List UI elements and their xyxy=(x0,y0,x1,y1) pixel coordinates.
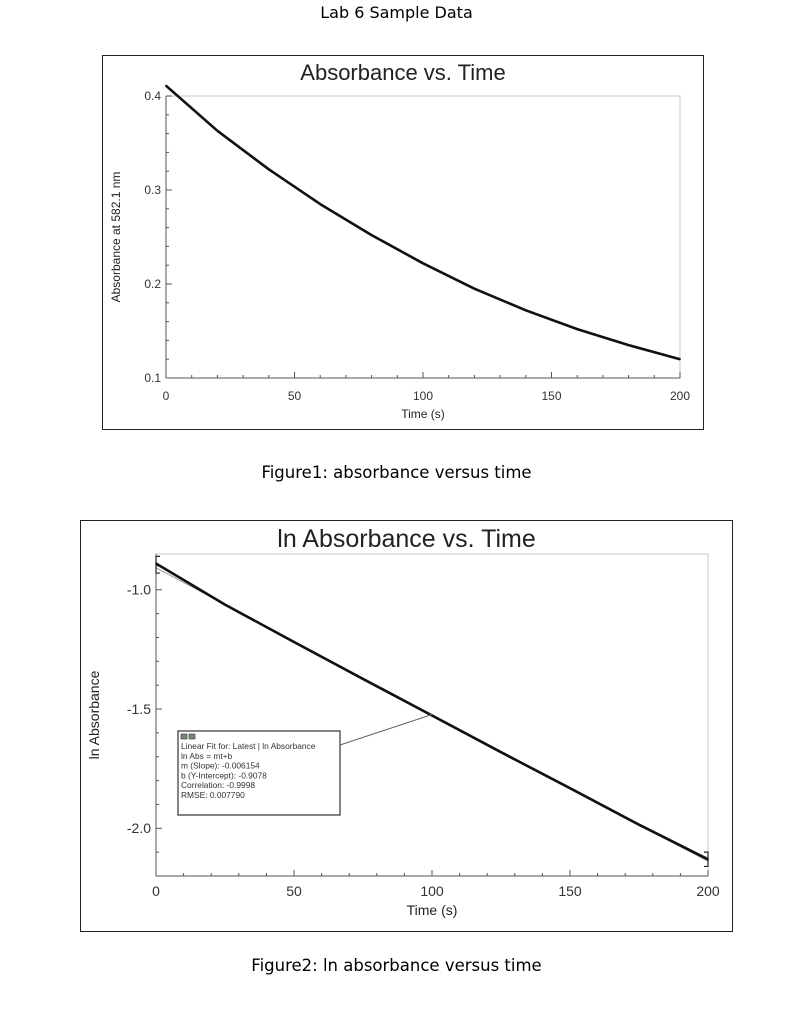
y-axis-label: Absorbance at 582.1 nm xyxy=(109,172,123,303)
x-tick-label: 50 xyxy=(286,883,302,899)
fit-box-leader-line xyxy=(339,714,433,746)
data-point xyxy=(422,262,424,265)
data-series-line xyxy=(165,84,681,361)
data-point xyxy=(576,328,579,331)
data-point xyxy=(165,84,167,87)
data-point xyxy=(473,287,476,290)
plot-frame xyxy=(165,95,681,379)
data-point xyxy=(370,234,373,237)
chart-title: ln Absorbance vs. Time xyxy=(277,525,535,553)
x-tick-label: 150 xyxy=(541,389,561,403)
x-tick-label: 200 xyxy=(670,389,690,403)
fit-box-line: RMSE: 0.007790 xyxy=(181,790,245,800)
figure-2-caption: Figure2: ln absorbance versus time xyxy=(251,956,542,975)
y-axis-label: ln Absorbance xyxy=(86,670,102,759)
figure-2-ln-absorbance-chart: ln Absorbance vs. Time 0 50 100 150 200 -1.0 -1… xyxy=(80,520,733,932)
x-tick-label: 100 xyxy=(413,389,433,403)
data-point xyxy=(216,129,219,132)
y-tick-label: -1.0 xyxy=(127,582,151,598)
figure-1-absorbance-chart: Absorbance vs. Time 0 50 100 150 200 0.1 0.2 0.3… xyxy=(102,55,704,430)
x-axis-label: Time (s) xyxy=(407,902,458,918)
fit-region-start-bracket xyxy=(155,555,160,574)
data-point xyxy=(569,787,571,790)
data-point xyxy=(679,358,681,361)
data-point xyxy=(362,678,364,680)
y-tick-label: -1.5 xyxy=(127,701,151,717)
fit-box-line: m (Slope): -0.006154 xyxy=(181,761,260,771)
data-point xyxy=(224,603,226,606)
fit-box-options-icon xyxy=(180,733,188,740)
x-tick-label: 150 xyxy=(558,883,582,899)
data-point xyxy=(500,751,502,754)
fit-box-line: ln Abs = mt+b xyxy=(181,751,233,761)
y-tick-label: 0.4 xyxy=(144,89,161,103)
data-point xyxy=(293,641,295,643)
chart-svg: ln Absorbance vs. Time 0 50 100 150 200 -1.0 -1… xyxy=(86,525,720,918)
x-tick-label: 0 xyxy=(152,883,160,899)
fit-box-line: b (Y-Intercept): -0.9078 xyxy=(181,770,267,780)
data-point xyxy=(319,203,322,206)
y-tick-label: 0.3 xyxy=(144,183,161,197)
figure-1-caption: Figure1: absorbance versus time xyxy=(261,463,532,482)
x-tick-label: 200 xyxy=(696,883,720,899)
data-point xyxy=(267,168,270,171)
x-axis-label: Time (s) xyxy=(401,407,445,421)
x-tick-label: 0 xyxy=(163,389,170,403)
x-tick-label: 100 xyxy=(420,883,444,899)
fit-box-line: Linear Fit for: Latest | ln Absorbance xyxy=(181,741,316,751)
y-tick-label: 0.1 xyxy=(144,371,161,385)
y-tick-label: 0.2 xyxy=(144,277,161,291)
fit-region-end-bracket xyxy=(704,851,709,868)
page-title: Lab 6 Sample Data xyxy=(320,3,473,22)
data-point xyxy=(627,344,630,346)
chart-svg: Absorbance vs. Time 0 50 100 150 200 0.1 0.2 0.3… xyxy=(109,60,690,421)
fit-box-close-icon xyxy=(188,733,196,740)
fit-stats-box xyxy=(177,730,341,816)
chart-title: Absorbance vs. Time xyxy=(300,60,505,85)
data-point xyxy=(638,823,640,826)
y-tick-label: -2.0 xyxy=(127,820,151,836)
x-tick-label: 50 xyxy=(288,389,302,403)
data-point xyxy=(524,309,527,312)
fit-box-line: Correlation: -0.9998 xyxy=(181,780,255,790)
